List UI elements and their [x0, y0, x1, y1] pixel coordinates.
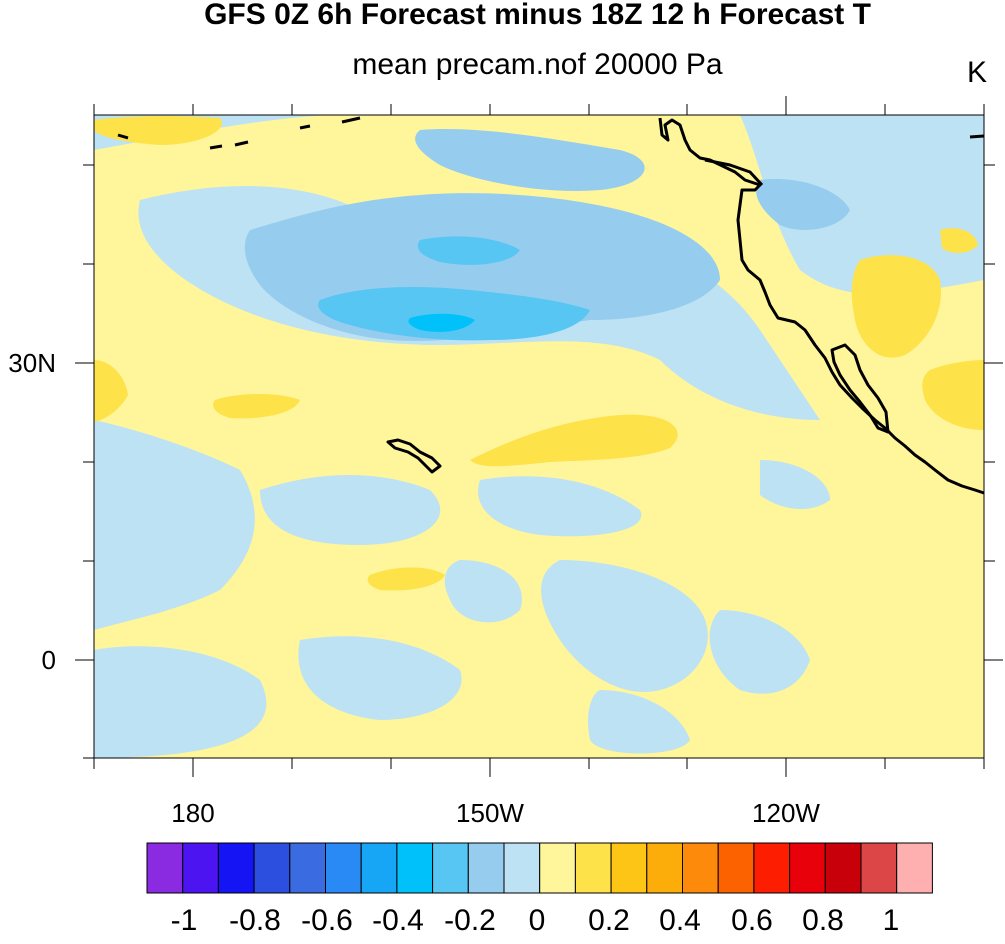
contour-fill [94, 646, 267, 758]
contour-fill [760, 460, 830, 510]
contour-fill [444, 560, 522, 623]
coastline-aleutian [117, 116, 361, 150]
contour-fill [940, 228, 978, 253]
colorbar-label: -0.4 [372, 904, 424, 937]
colorbar-swatch [682, 842, 719, 894]
contour-fill [851, 255, 941, 358]
colorbar-swatch [289, 842, 326, 894]
colorbar-swatch [753, 842, 791, 894]
contour-fill [213, 394, 300, 419]
colorbar-swatch [146, 842, 184, 894]
colorbar-swatch [217, 842, 255, 894]
colorbar-swatch [824, 842, 862, 894]
colorbar-swatch [467, 842, 505, 894]
contour-fill [408, 313, 475, 332]
coastline-ne-corner [969, 134, 985, 139]
units-label: K [966, 56, 987, 89]
tick-group [75, 96, 1003, 777]
contour-fill [94, 420, 255, 630]
y-tick-label-0: 0 [41, 645, 56, 675]
colorbar-swatch [396, 842, 434, 894]
coastline-vancouver [704, 158, 764, 187]
colorbar-swatch [182, 842, 219, 894]
colorbar-label: -0.6 [301, 904, 353, 937]
contour-fill [318, 287, 590, 341]
colorbar-swatch [860, 842, 898, 894]
colorbar-swatch [646, 842, 683, 894]
colorbar-swatch [896, 842, 933, 894]
coastline-north-america [658, 117, 985, 495]
contour-fill [367, 567, 445, 591]
x-tick-label-150w: 150W [456, 798, 524, 828]
colorbar-label: 0.6 [731, 904, 773, 937]
x-tick-label-120w: 120W [752, 798, 820, 828]
contour-fill [588, 690, 690, 754]
colorbar-swatch [253, 842, 291, 894]
colorbar-swatch [360, 842, 398, 894]
contour-fill [470, 414, 678, 467]
colorbar-swatch [325, 842, 362, 894]
coastline-hawaii [386, 438, 442, 474]
colorbar-swatch [574, 842, 612, 894]
contour-fill [756, 179, 850, 230]
colorbar-swatch [503, 842, 541, 894]
plot-title: GFS 0Z 6h Forecast minus 18Z 12 h Foreca… [204, 0, 871, 31]
colorbar-label: -0.2 [444, 904, 496, 937]
colorbar-swatch [539, 842, 576, 894]
contour-fill [94, 115, 984, 294]
x-tick-label-180: 180 [171, 798, 215, 828]
contour-fill [478, 476, 642, 537]
colorbar-label: -0.8 [229, 904, 281, 937]
contour-fill [709, 610, 810, 694]
contour-fill [298, 636, 462, 720]
colorbar-swatch [610, 842, 648, 894]
contour-fill [415, 129, 645, 191]
contour-fill [94, 360, 128, 422]
colorbar-swatch [789, 842, 826, 894]
colorbar-label: 0.2 [588, 904, 630, 937]
contour-fill [417, 236, 520, 265]
coastline-group [117, 116, 985, 495]
colorbar-label: -1 [170, 904, 198, 937]
colorbar-swatch [717, 842, 755, 894]
colorbar-label: 1 [882, 904, 900, 937]
contour-fill [541, 560, 708, 692]
colorbar-label: 0.4 [659, 904, 701, 937]
contour-fill [260, 475, 441, 545]
plot-subtitle: mean precam.nof 20000 Pa [352, 48, 723, 81]
colorbar-label: 0 [528, 904, 546, 937]
colorbar-label: 0.8 [802, 904, 844, 937]
plot-frame [93, 114, 985, 759]
y-tick-label-30n: 30N [8, 348, 56, 378]
colorbar [146, 842, 933, 894]
colorbar-swatch [432, 842, 469, 894]
coastline-baja [830, 343, 890, 434]
contour-fill [922, 360, 984, 430]
